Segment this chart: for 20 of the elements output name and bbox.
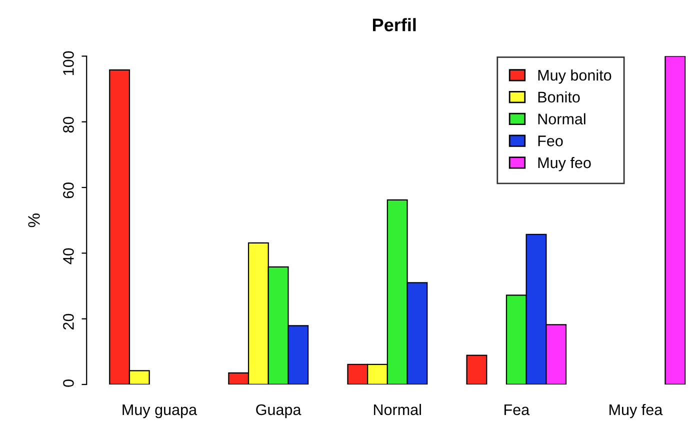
x-tick-label: Fea [504,404,530,416]
x-tick-label: Muy guapa [122,404,198,418]
y-tick-label: 20 [63,314,74,330]
legend-label: Muy feo [538,156,591,172]
y-tick-label: 0 [63,380,74,387]
chart-title: Perfil [373,18,416,32]
x-tick-label: Muy fea [610,404,663,418]
legend-label: Feo [538,136,563,146]
y-tick-label: 40 [63,248,74,264]
x-tick-label: Guapa [256,404,302,418]
y-axis-title: % [28,214,40,228]
bar [664,56,686,384]
legend-label: Muy bonito [538,69,612,84]
y-tick-label: 60 [63,182,74,198]
legend-label: Bonito [538,91,580,103]
legend-label: Normal [538,113,586,124]
y-tick-label: 80 [63,116,74,133]
bar [466,354,488,384]
x-tick-label: Normal [374,404,421,416]
y-tick-label: 100 [63,51,74,75]
